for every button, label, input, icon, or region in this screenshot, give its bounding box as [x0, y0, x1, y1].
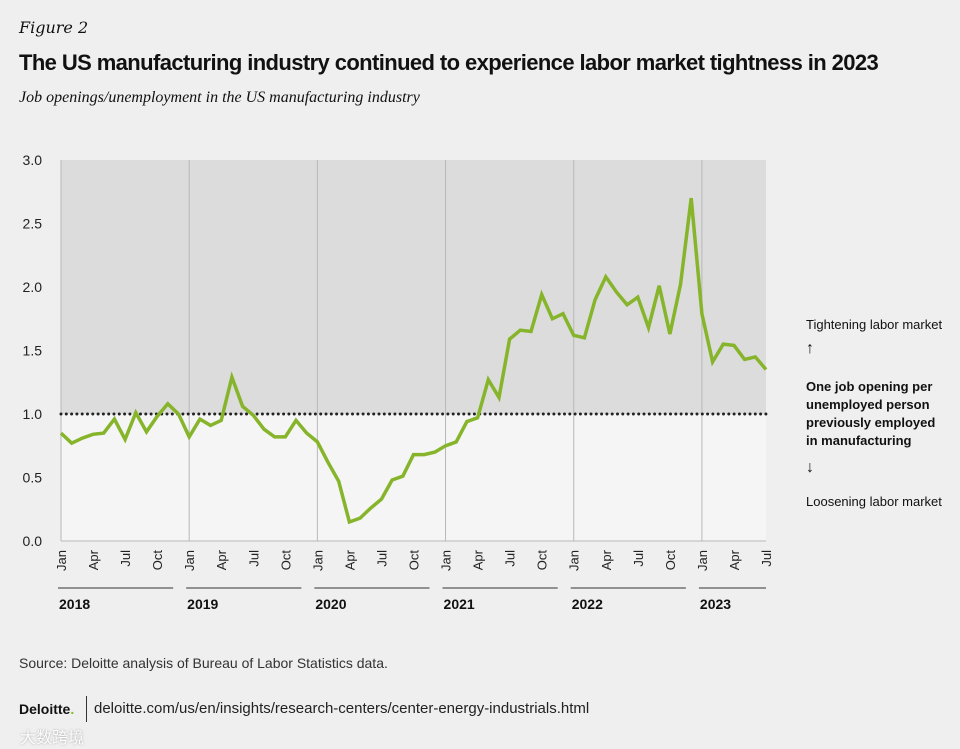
x-tick-label: Apr [342, 549, 357, 570]
year-label: 2019 [187, 596, 218, 612]
x-tick-label: Jan [182, 550, 197, 571]
logo-text: Deloitte [19, 701, 71, 717]
y-tick-label: 2.0 [23, 279, 43, 295]
x-tick-label: Oct [663, 550, 678, 571]
chart-title: The US manufacturing industry continued … [19, 50, 879, 75]
x-tick-label: Oct [407, 550, 422, 571]
y-tick-label: 1.0 [23, 406, 43, 422]
year-label: 2023 [700, 596, 731, 612]
one-job-label-2: unemployed person [806, 397, 930, 412]
x-tick-label: Oct [150, 550, 165, 571]
y-tick-label: 3.0 [23, 152, 43, 168]
source-note: Source: Deloitte analysis of Bureau of L… [19, 655, 388, 671]
x-tick-label: Jan [310, 550, 325, 571]
watermark: 大数跨境 [20, 730, 85, 747]
x-tick-label: Apr [727, 549, 742, 570]
x-tick-label: Jul [374, 550, 389, 567]
x-tick-label: Jan [54, 550, 69, 571]
down-arrow-icon: ↓ [806, 459, 814, 476]
y-tick-label: 0.0 [23, 533, 43, 549]
x-tick-label: Jul [759, 550, 774, 567]
figure-label: Figure 2 [19, 18, 89, 37]
x-tick-label: Oct [535, 550, 550, 571]
upper-shade [61, 160, 766, 414]
up-arrow-icon: ↑ [806, 340, 814, 357]
x-tick-label: Jan [567, 550, 582, 571]
y-tick-label: 1.5 [23, 343, 43, 359]
x-tick-label: Apr [86, 549, 101, 570]
lower-shade [61, 414, 766, 541]
one-job-label-3: previously employed [806, 415, 936, 430]
y-tick-label: 2.5 [23, 216, 43, 232]
x-tick-label: Jul [503, 550, 518, 567]
divider [86, 696, 87, 722]
data-line [59, 197, 768, 525]
chart-subtitle: Job openings/unemployment in the US manu… [19, 89, 420, 106]
y-tick-label: 0.5 [23, 470, 43, 486]
year-label: 2021 [444, 596, 475, 612]
tightening-label: Tightening labor market [806, 317, 943, 332]
deloitte-logo: Deloitte. [19, 701, 75, 717]
x-tick-label: Jul [631, 550, 646, 567]
x-tick-label: Apr [599, 549, 614, 570]
one-job-label-1: One job opening per [806, 379, 933, 394]
year-label: 2020 [315, 596, 346, 612]
x-tick-label: Apr [471, 549, 486, 570]
year-label: 2022 [572, 596, 603, 612]
x-tick-label: Jan [439, 550, 454, 571]
loosening-label: Loosening labor market [806, 494, 942, 509]
line-chart: 0.0 0.5 1.0 1.5 2.0 2.5 3.0 Jan Apr Jul Oct 2018 Jan… [23, 152, 774, 612]
url-link[interactable]: deloitte.com/us/en/insights/research-cen… [94, 700, 590, 717]
year-label: 2018 [59, 596, 90, 612]
x-tick-label: Apr [214, 549, 229, 570]
x-tick-label: Jul [118, 550, 133, 567]
x-tick-label: Oct [278, 550, 293, 571]
x-tick-label: Jul [246, 550, 261, 567]
x-tick-label: Jan [695, 550, 710, 571]
one-job-label-4: in manufacturing [806, 433, 912, 448]
